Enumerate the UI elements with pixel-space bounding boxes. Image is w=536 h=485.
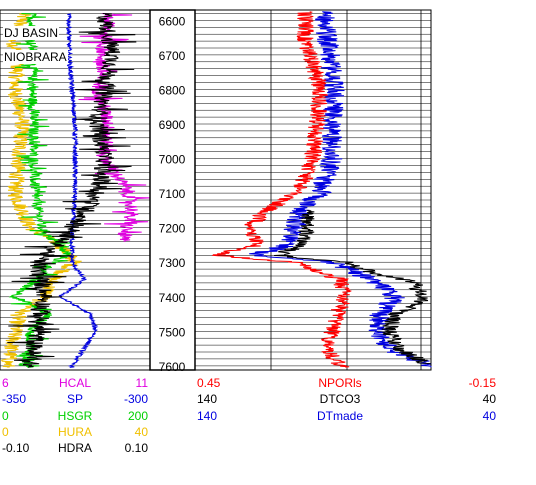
depth-tick-label: 6600: [159, 14, 186, 28]
curve-nporls: [211, 11, 353, 368]
legend-dtmade-min: 140: [197, 409, 218, 423]
depth-tick-label: 7400: [159, 291, 186, 305]
curve-sp: [58, 13, 99, 368]
legend-dtmade-name: DTmade: [316, 409, 363, 423]
curve-hdra: [7, 13, 137, 368]
depth-gridlines: [0, 10, 431, 370]
depth-tick-label: 7600: [159, 360, 186, 372]
legend-hsgr-min: 0: [2, 409, 9, 423]
curve-dtmade: [249, 11, 432, 368]
legend-dtco3-min: 140: [197, 392, 218, 406]
depth-tick-label: 7000: [159, 153, 186, 167]
depth-tick-label: 6900: [159, 118, 186, 132]
legend-dtmade-max: 40: [482, 409, 496, 423]
curve-hcal: [78, 13, 151, 242]
curve-legend: 6 HCAL 11 -350 SP -300 0 HSGR 200 0 HURA…: [0, 372, 536, 462]
legend-npor-max: -0.15: [468, 376, 496, 390]
legend-hcal-min: 6: [2, 376, 9, 390]
legend-hdra-max: 0.10: [124, 441, 148, 455]
plot-frame: [0, 9, 432, 371]
legend-npor-name: NPORls: [318, 376, 362, 390]
legend-hsgr-name: HSGR: [57, 409, 93, 423]
depth-tick-label: 7100: [159, 187, 186, 201]
depth-column: 6600 6700 6800 6900 7000 7100 7200 7300 7400 7500…: [149, 9, 196, 372]
track-1-curves: [1, 13, 151, 368]
legend-hcal-name: HCAL: [58, 376, 91, 390]
depth-tick-label: 7200: [159, 222, 186, 236]
depth-tick-label: 7300: [159, 256, 186, 270]
annotation-basin: DJ BASIN: [3, 26, 60, 40]
depth-tick-label: 6700: [159, 49, 186, 63]
legend-hura-min: 0: [2, 425, 9, 439]
legend-hdra-min: -0.10: [2, 441, 30, 455]
depth-tick-label: 6800: [159, 84, 186, 98]
track-2-curves: [211, 11, 432, 368]
curve-dtco3: [274, 209, 432, 366]
annotation-formation: NIOBRARA: [3, 50, 68, 64]
legend-hcal-max: 11: [135, 376, 148, 390]
legend-npor-min: 0.45: [197, 376, 221, 390]
legend-hsgr-max: 200: [127, 409, 148, 423]
well-log-plot: 6600 6700 6800 6900 7000 7100 7200 7300 7400 7500…: [0, 9, 432, 372]
legend-sp-max: -300: [123, 392, 148, 406]
legend-dtco3-name: DTCO3: [319, 392, 361, 406]
depth-tick-label: 7500: [159, 325, 186, 339]
legend-sp-name: SP: [66, 392, 83, 406]
legend-sp-min: -350: [2, 392, 27, 406]
legend-dtco3-max: 40: [482, 392, 496, 406]
legend-hdra-name: HDRA: [57, 441, 92, 455]
legend-hura-max: 40: [134, 425, 148, 439]
depth-column-box: [149, 9, 196, 371]
curve-hura: [1, 13, 82, 368]
legend-hura-name: HURA: [57, 425, 92, 439]
